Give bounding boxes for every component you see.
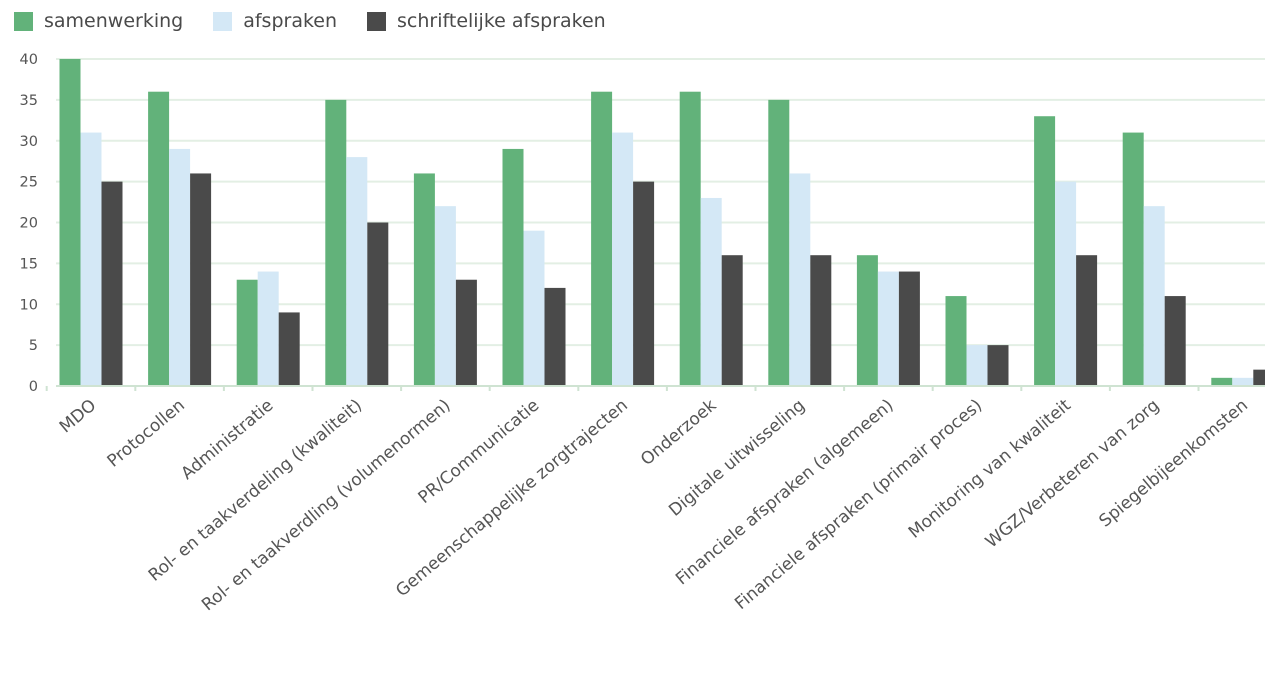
legend-label-afspraken: afspraken: [243, 10, 338, 32]
x-tick-label-mdo: MDO: [56, 396, 100, 438]
bar-group-financiele-afspraken-primair-proces: [945, 296, 1009, 386]
bar-afspraken-gemeenschappelijke-zorgtrajecten: [612, 132, 634, 386]
bar-afspraken-financiele-afspraken-algemeen: [877, 271, 899, 386]
bar-afspraken-rol-en-taakverdeling-kwaliteit: [346, 157, 368, 386]
bar-group-financiele-afspraken-algemeen: [856, 255, 920, 386]
y-tick-label: 10: [20, 297, 38, 313]
bar-samenwerking-wgz-verbeteren-van-zorg: [1122, 132, 1144, 386]
legend-item-schriftelijke-afspraken: schriftelijke afspraken: [367, 10, 606, 32]
chart-legend: samenwerking afspraken schriftelijke afs…: [14, 10, 636, 32]
y-tick-label: 20: [20, 216, 38, 232]
legend-swatch-afspraken: [213, 11, 233, 31]
bar-samenwerking-rol-en-taakverdling-volumenormen: [413, 173, 435, 386]
bar-schriftelijke-afspraken-gemeenschappelijke-zorgtrajecten: [633, 181, 655, 386]
bar-group-pr-communicatie: [502, 148, 566, 386]
legend-label-schriftelijke-afspraken: schriftelijke afspraken: [397, 10, 606, 32]
bar-samenwerking-onderzoek: [679, 91, 701, 386]
bar-afspraken-monitoring-van-kwaliteit: [1055, 181, 1077, 386]
bar-schriftelijke-afspraken-pr-communicatie: [544, 287, 566, 386]
bar-afspraken-rol-en-taakverdling-volumenormen: [434, 206, 456, 386]
bar-group-rol-en-taakverdeling-kwaliteit: [325, 99, 389, 386]
bar-samenwerking-mdo: [59, 59, 81, 386]
x-tick-label-wgz-verbeteren-van-zorg: WGZ/Verbeteren van zorg: [982, 396, 1164, 553]
y-tick-label: 0: [29, 379, 38, 395]
y-tick-label: 15: [20, 256, 38, 272]
y-tick-label: 40: [20, 52, 38, 68]
bar-afspraken-spiegelbijeenkomsten: [1232, 377, 1254, 386]
bar-samenwerking-pr-communicatie: [502, 148, 524, 386]
bar-afspraken-administratie: [257, 271, 279, 386]
bar-schriftelijke-afspraken-onderzoek: [721, 255, 743, 386]
bar-samenwerking-gemeenschappelijke-zorgtrajecten: [591, 91, 613, 386]
bars: [59, 59, 1265, 386]
bar-schriftelijke-afspraken-monitoring-van-kwaliteit: [1076, 255, 1098, 386]
bar-afspraken-onderzoek: [700, 197, 722, 386]
y-tick-label: 5: [29, 338, 38, 354]
legend-swatch-samenwerking: [14, 11, 33, 31]
y-tick-label: 25: [20, 175, 38, 191]
bar-samenwerking-rol-en-taakverdeling-kwaliteit: [325, 99, 347, 386]
bar-samenwerking-spiegelbijeenkomsten: [1211, 377, 1233, 386]
x-tick-label-monitoring-van-kwaliteit: Monitoring van kwaliteit: [905, 395, 1075, 542]
bar-group-onderzoek: [679, 91, 743, 386]
x-tick-label-protocollen: Protocollen: [104, 396, 189, 472]
bar-schriftelijke-afspraken-financiele-afspraken-primair-proces: [987, 345, 1009, 386]
bar-afspraken-pr-communicatie: [523, 230, 545, 386]
bar-group-digitale-uitwisseling: [768, 99, 832, 386]
bar-samenwerking-financiele-afspraken-algemeen: [856, 255, 878, 386]
bar-samenwerking-monitoring-van-kwaliteit: [1034, 116, 1056, 386]
bar-samenwerking-administratie: [236, 279, 258, 386]
y-tick-label: 35: [20, 93, 38, 109]
bar-afspraken-protocollen: [169, 148, 191, 386]
y-tick-label: 30: [20, 134, 38, 150]
bar-group-monitoring-van-kwaliteit: [1034, 116, 1098, 386]
bar-schriftelijke-afspraken-spiegelbijeenkomsten: [1253, 369, 1265, 386]
bar-group-administratie: [236, 271, 300, 386]
x-axis: [45, 385, 1265, 391]
bar-schriftelijke-afspraken-rol-en-taakverdeling-kwaliteit: [367, 222, 389, 386]
y-axis-ticks: 0 5 10 15 20 25 30 35 40: [20, 52, 38, 395]
bar-schriftelijke-afspraken-financiele-afspraken-algemeen: [898, 271, 920, 386]
legend-item-samenwerking: samenwerking: [14, 10, 183, 32]
bar-samenwerking-protocollen: [148, 91, 170, 386]
bar-afspraken-mdo: [80, 132, 102, 386]
bar-group-wgz-verbeteren-van-zorg: [1122, 132, 1186, 386]
bar-afspraken-wgz-verbeteren-van-zorg: [1143, 206, 1165, 386]
bar-schriftelijke-afspraken-mdo: [101, 181, 123, 386]
bar-group-protocollen: [148, 91, 212, 386]
bar-schriftelijke-afspraken-digitale-uitwisseling: [810, 255, 832, 386]
bar-schriftelijke-afspraken-protocollen: [190, 173, 212, 386]
bar-group-mdo: [59, 59, 123, 386]
x-tick-label-onderzoek: Onderzoek: [637, 395, 720, 470]
bar-samenwerking-financiele-afspraken-primair-proces: [945, 296, 967, 386]
legend-item-afspraken: afspraken: [213, 10, 337, 32]
bar-schriftelijke-afspraken-wgz-verbeteren-van-zorg: [1164, 296, 1186, 386]
x-tick-label-spiegelbijeenkomsten: Spiegelbijeenkomsten: [1095, 396, 1252, 532]
legend-swatch-schriftelijke-afspraken: [367, 11, 387, 31]
bar-afspraken-financiele-afspraken-primair-proces: [966, 345, 988, 386]
bar-afspraken-digitale-uitwisseling: [789, 173, 811, 386]
bar-schriftelijke-afspraken-rol-en-taakverdling-volumenormen: [455, 279, 477, 386]
bar-group-rol-en-taakverdling-volumenormen: [413, 173, 477, 386]
legend-label-samenwerking: samenwerking: [44, 10, 184, 32]
bar-schriftelijke-afspraken-administratie: [278, 312, 300, 386]
bar-group-spiegelbijeenkomsten: [1211, 369, 1265, 386]
bar-samenwerking-digitale-uitwisseling: [768, 99, 790, 386]
bar-group-gemeenschappelijke-zorgtrajecten: [591, 91, 655, 386]
